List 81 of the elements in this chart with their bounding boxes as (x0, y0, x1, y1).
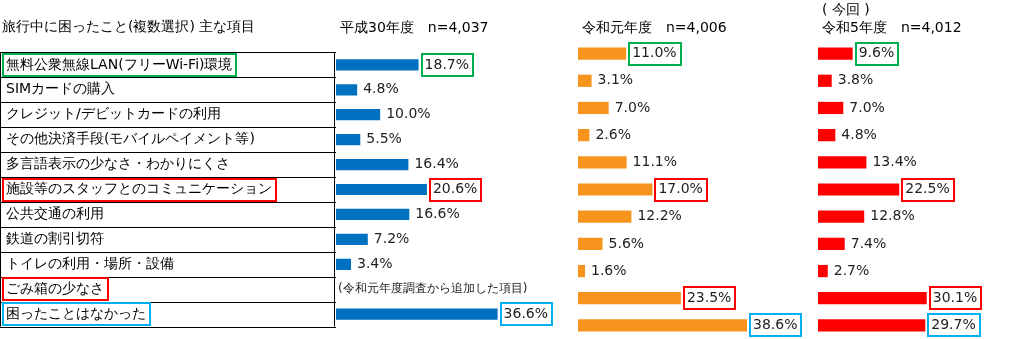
data-label: 3.1% (597, 71, 634, 88)
data-label: 4.8% (841, 125, 877, 142)
bar (818, 264, 828, 278)
y-tick-label: 多言語表示の少なさ・わかりにくさ (6, 155, 230, 172)
data-label: 36.6% (503, 304, 549, 321)
chart-title: 平成30年度 n=4,037 (340, 19, 489, 37)
chart-title: 令和5年度 n=4,012 (822, 19, 962, 37)
data-label: 16.4% (414, 155, 459, 172)
bar (818, 183, 900, 196)
y-tick-label: SIMカードの購入 (6, 80, 116, 97)
bar (818, 237, 845, 250)
data-label: 1.6% (591, 261, 627, 278)
bar (336, 109, 381, 121)
bar (578, 101, 609, 115)
bar (578, 210, 632, 223)
y-tick-label: ごみ箱の少なさ (6, 279, 104, 296)
chart-title: 令和元年度 n=4,006 (582, 19, 727, 37)
bar (818, 129, 836, 142)
annotation: (令和元年度調査から追加した項目) (338, 281, 528, 296)
bar (578, 319, 748, 332)
data-label: 38.6% (753, 316, 798, 333)
data-label: 16.6% (415, 205, 460, 222)
y-tick-label: 鉄道の割引切符 (6, 230, 104, 246)
bar (336, 308, 498, 320)
y-tick-label: トイレの利用・場所・設備 (6, 254, 174, 271)
data-label: 11.1% (632, 152, 678, 169)
data-label: 11.0% (632, 44, 677, 61)
bar (818, 292, 927, 305)
data-label: 29.7% (931, 316, 976, 333)
data-label: 5.6% (608, 234, 645, 251)
y-tick-label: その他決済手段(モバイルペイメント等) (6, 130, 255, 147)
y-axis-title: 旅行中に困ったこと(複数選択) 主な項目 (2, 18, 256, 36)
data-label: 2.7% (833, 261, 870, 278)
data-label: 7.0% (849, 98, 885, 115)
data-label: 17.0% (658, 180, 703, 197)
y-tick-label: 施設等のスタッフとのコミュニケーション (6, 180, 272, 197)
data-label: 3.8% (837, 71, 874, 88)
bar (578, 292, 681, 305)
data-label: 23.5% (686, 288, 732, 305)
bar (336, 158, 409, 171)
bar (818, 101, 844, 115)
data-label: 2.6% (595, 125, 631, 142)
data-label: 30.1% (932, 288, 978, 305)
bar (578, 237, 603, 250)
data-label: 12.2% (637, 207, 682, 224)
data-label: 22.5% (905, 180, 950, 197)
bar (818, 156, 867, 169)
bar (336, 84, 358, 96)
bar (578, 183, 653, 196)
data-label: 10.0% (386, 105, 431, 122)
data-label: 7.0% (614, 98, 651, 115)
bar (336, 183, 427, 196)
bar (578, 129, 590, 142)
data-label: 9.6% (858, 44, 895, 61)
bar (578, 156, 627, 169)
data-label: 12.8% (870, 207, 915, 224)
y-tick-label: 公共交通の利用 (6, 205, 104, 222)
data-label: 18.7% (424, 55, 470, 72)
bar (336, 258, 352, 270)
bar (818, 319, 926, 332)
bar (336, 59, 419, 71)
data-label: 7.2% (373, 230, 410, 246)
bar (336, 134, 361, 146)
bar (818, 47, 853, 60)
y-tick-label: 困ったことはなかった (6, 304, 146, 321)
bar (336, 233, 368, 245)
data-label: 4.8% (363, 80, 399, 97)
y-tick-label: 無料公衆無線LAN(フリーWi-Fi)環境 (6, 55, 233, 72)
data-label: 3.4% (357, 254, 393, 271)
data-label: 5.5% (366, 130, 402, 147)
bar (578, 74, 592, 87)
y-tick-label: クレジット/デビットカードの利用 (6, 105, 221, 122)
bar (818, 210, 865, 223)
chart-subtitle: ( 今回 ) (822, 1, 870, 19)
bar (336, 208, 410, 221)
bar (818, 74, 832, 87)
bar (578, 47, 627, 60)
data-label: 20.6% (432, 180, 478, 197)
data-label: 13.4% (872, 152, 917, 169)
bar (578, 264, 586, 278)
data-label: 7.4% (850, 234, 887, 251)
